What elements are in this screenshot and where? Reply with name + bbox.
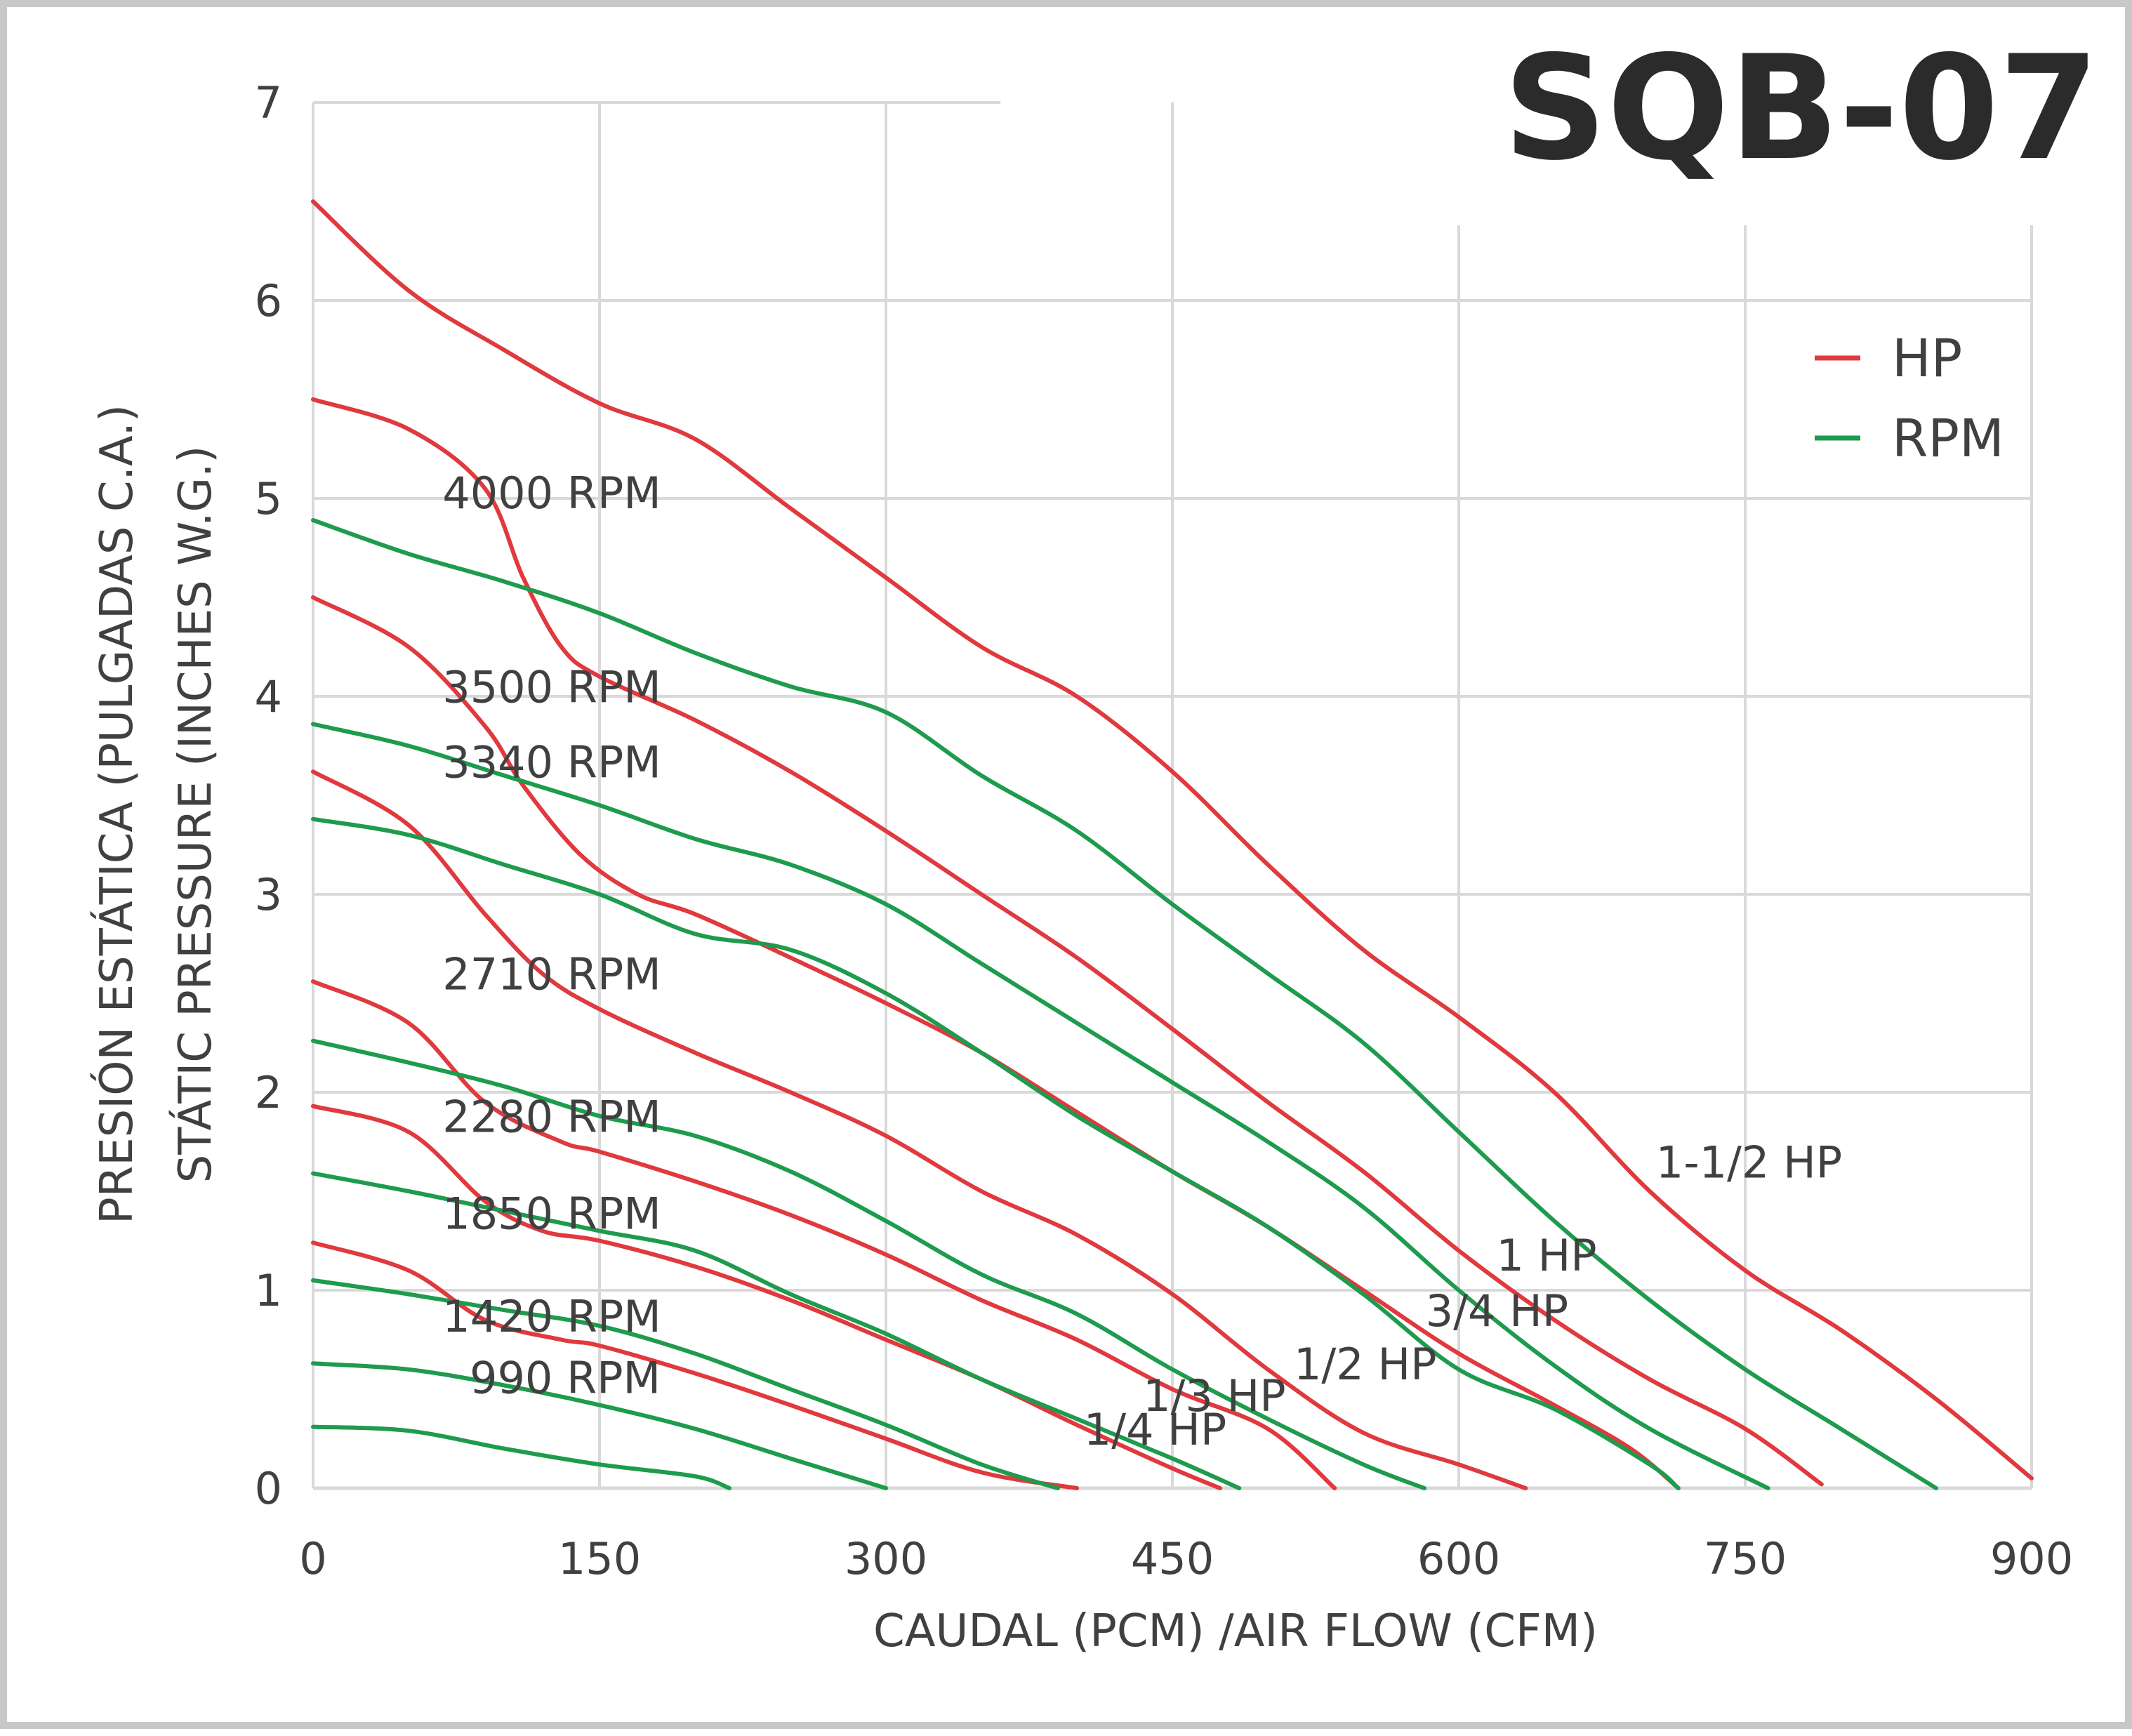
curve-label: 1850 RPM [442,1188,661,1240]
y-tick-label: 7 [255,77,282,128]
y-tick-label: 1 [255,1265,282,1316]
y-tick-label: 3 [255,869,282,920]
x-tick-label: 150 [558,1533,641,1584]
curve-label: 1/2 HP [1294,1339,1437,1390]
series-line-1-1-2-hp [311,199,2034,1480]
curve-label: 1/3 HP [1143,1370,1286,1422]
y-tick-label: 4 [255,671,282,722]
series-line-3-4-hp [311,595,1681,1490]
series-line-3340-rpm [311,816,1681,1490]
legend-label-hp: HP [1892,329,1962,389]
curve-label: 2710 RPM [442,948,661,1000]
y-tick-label: 0 [255,1463,282,1514]
series-line-1-3-hp [311,979,1337,1490]
curve-label: 1/4 HP [1084,1404,1227,1455]
x-tick-label: 300 [845,1533,927,1584]
series-line-3500-rpm [311,722,1770,1490]
legend-label-rpm: RPM [1892,409,2004,469]
x-axis-label: CAUDAL (PCM) /AIR FLOW (CFM) [873,1605,1598,1657]
curve-label: 3500 RPM [442,661,661,713]
curve-labels: 4000 RPM 3500 RPM 3340 RPM 2710 RPM 2280 RPM… [442,468,1842,1455]
curve-label: 1420 RPM [442,1291,661,1342]
y-axis-label-line1: PRESIÓN ESTÁTICA (PULGADAS C.A.) [90,404,143,1224]
series-line-1-hp [311,397,1824,1487]
y-tick-label: 2 [255,1067,282,1118]
chart-svg: 0 1 2 3 4 5 6 7 0 150 300 450 600 750 900 4000 RPM 3500… [90,25,2099,1657]
series-line-1-4-hp [311,1104,1222,1490]
curve-label: 3/4 HP [1426,1285,1569,1337]
x-tick-label: 900 [1990,1533,2073,1584]
chart-title: SQB-07 [1503,25,2099,192]
series-line-unlabeled-hp [311,1240,1079,1490]
curve-label: 4000 RPM [442,468,661,519]
series-line-2710-rpm [311,1038,1426,1490]
curve-label: 1-1/2 HP [1656,1137,1842,1188]
y-axis-label-line2: STÁTIC PRESSURE (INCHES W.G.) [168,446,222,1184]
curve-label: 2280 RPM [442,1091,661,1142]
x-tick-label: 450 [1131,1533,1214,1584]
x-tick-label: 600 [1417,1533,1500,1584]
curve-label: 990 RPM [470,1353,661,1404]
series-layer [311,199,2034,1490]
series-line-1-2-hp [311,769,1528,1490]
x-tick-label: 0 [299,1533,326,1584]
curve-label: 1 HP [1497,1230,1597,1281]
y-tick-label: 5 [255,473,282,524]
y-tick-label: 6 [255,275,282,326]
curve-label: 3340 RPM [442,737,661,788]
x-tick-label: 750 [1704,1533,1787,1584]
legend: HP RPM [1815,329,2004,469]
series-line-1420-rpm [311,1361,888,1490]
series-line-2280-rpm [311,1171,1242,1490]
series-line-1850-rpm [311,1278,1060,1490]
series-line-990-rpm [311,1424,731,1490]
axes: 0 1 2 3 4 5 6 7 0 150 300 450 600 750 900 [255,77,2074,1584]
series-line-4000-rpm [311,518,1938,1490]
